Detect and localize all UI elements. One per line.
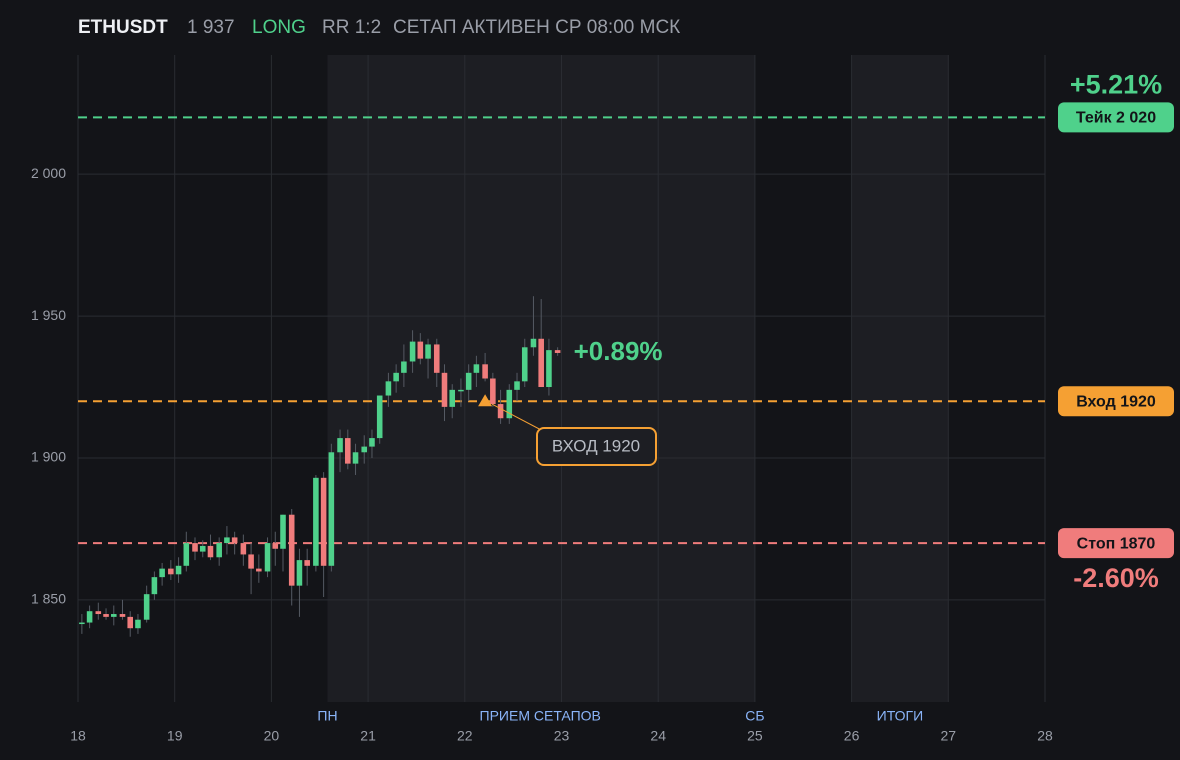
level-percent: +5.21%	[1070, 70, 1162, 100]
y-tick-label: 2 000	[31, 165, 66, 181]
candle-body	[337, 438, 343, 453]
candle-body	[313, 477, 319, 566]
candle-body	[401, 361, 407, 373]
candle-body	[272, 543, 279, 549]
candle-body	[175, 565, 182, 575]
candle-body	[361, 446, 368, 453]
candle-body	[103, 614, 109, 617]
candle-body	[280, 514, 286, 549]
level-badge	[1058, 528, 1174, 559]
y-tick-label: 1 900	[31, 449, 66, 465]
y-tick-label: 1 950	[31, 307, 66, 323]
candle-body	[151, 577, 158, 595]
candle-body	[482, 364, 488, 379]
candle-body	[506, 389, 513, 419]
entry-callout	[536, 427, 657, 466]
candle-body	[393, 372, 399, 382]
candle-body	[441, 372, 448, 407]
level-percent: -2.60%	[1073, 563, 1159, 593]
x-tick-label: 24	[650, 728, 666, 744]
entry-marker	[478, 394, 493, 407]
level-label: Вход 1920	[1076, 393, 1156, 410]
candle-body	[490, 378, 496, 405]
candle-body	[320, 477, 327, 566]
candle-body	[207, 545, 214, 558]
candle-body	[554, 350, 561, 353]
candle-body	[304, 560, 310, 566]
candle-body	[159, 568, 165, 578]
period-label: СБ	[745, 708, 764, 724]
candle-body	[95, 611, 102, 615]
period-label: ПРИЕМ СЕТАПОВ	[480, 708, 601, 724]
header-side: LONG	[252, 17, 306, 38]
candle-body	[127, 616, 134, 629]
x-tick-label: 28	[1037, 728, 1053, 744]
candle-body	[296, 560, 303, 586]
x-tick-label: 20	[264, 728, 280, 744]
level-label: Стоп 1870	[1077, 535, 1156, 552]
candle-body	[264, 543, 271, 572]
candle-body	[216, 543, 222, 558]
candle-body	[224, 537, 230, 544]
candle-body	[514, 381, 520, 390]
x-tick-label: 21	[360, 728, 376, 744]
candle-body	[79, 622, 85, 625]
candle-body	[473, 364, 480, 373]
header-price: 1 937	[187, 17, 235, 38]
candle-body	[530, 338, 537, 348]
candle-body	[143, 594, 150, 620]
candle-body	[376, 395, 383, 439]
y-tick-label: 1 850	[31, 591, 66, 607]
candle-body	[497, 404, 504, 419]
candle-body	[192, 543, 198, 552]
candle-body	[119, 614, 126, 617]
candle-body	[385, 381, 392, 396]
x-tick-label: 25	[747, 728, 763, 744]
candle-body	[449, 389, 456, 407]
candle-body	[465, 372, 472, 390]
candle-body	[240, 543, 247, 555]
x-tick-label: 27	[941, 728, 957, 744]
header-status: СЕТАП АКТИВЕН СР 08:00 МСК	[393, 17, 680, 38]
candle-body	[352, 452, 359, 464]
level-label: Тейк 2 020	[1076, 110, 1156, 127]
candle-body	[425, 344, 431, 359]
candle-body	[433, 344, 440, 373]
candle-body	[110, 614, 117, 617]
period-label: ИТОГИ	[877, 708, 924, 724]
x-tick-label: 18	[70, 728, 86, 744]
entry-connector	[491, 403, 546, 433]
candle-body	[409, 341, 416, 362]
session-region	[851, 55, 949, 702]
x-tick-label: 26	[844, 728, 860, 744]
header-symbol: ETHUSDT	[78, 17, 168, 38]
candle-body	[248, 554, 254, 569]
candle-body	[199, 545, 206, 552]
level-badge	[1058, 386, 1174, 417]
last-change: +0.89%	[574, 336, 663, 366]
candle-body	[183, 543, 190, 566]
candle-body	[231, 537, 238, 544]
candle-body	[168, 568, 174, 575]
header-rr: RR 1:2	[322, 17, 381, 38]
entry-label: ВХОД 1920	[552, 436, 640, 455]
period-label: ПН	[317, 708, 337, 724]
candle-body	[538, 338, 544, 388]
x-tick-label: 19	[167, 728, 183, 744]
candle-body	[369, 438, 375, 447]
candle-body	[135, 619, 141, 629]
candle-body	[256, 568, 262, 572]
candle-body	[458, 389, 464, 392]
x-tick-label: 23	[554, 728, 570, 744]
x-tick-label: 22	[457, 728, 473, 744]
candle-body	[328, 452, 335, 566]
candle-body	[288, 514, 295, 586]
level-badge	[1058, 102, 1174, 133]
candle-body	[521, 347, 528, 382]
candle-body	[86, 611, 93, 623]
candle-body	[345, 438, 351, 464]
candle-body	[417, 341, 424, 359]
candle-body	[546, 350, 552, 388]
